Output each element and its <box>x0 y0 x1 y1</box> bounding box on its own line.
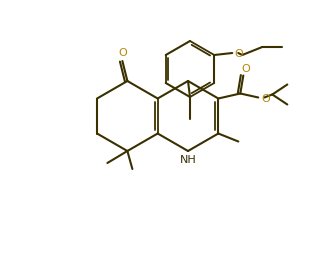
Text: O: O <box>234 49 243 59</box>
Text: NH: NH <box>180 154 196 164</box>
Text: O: O <box>261 93 270 103</box>
Text: O: O <box>241 63 250 73</box>
Text: O: O <box>118 48 127 58</box>
